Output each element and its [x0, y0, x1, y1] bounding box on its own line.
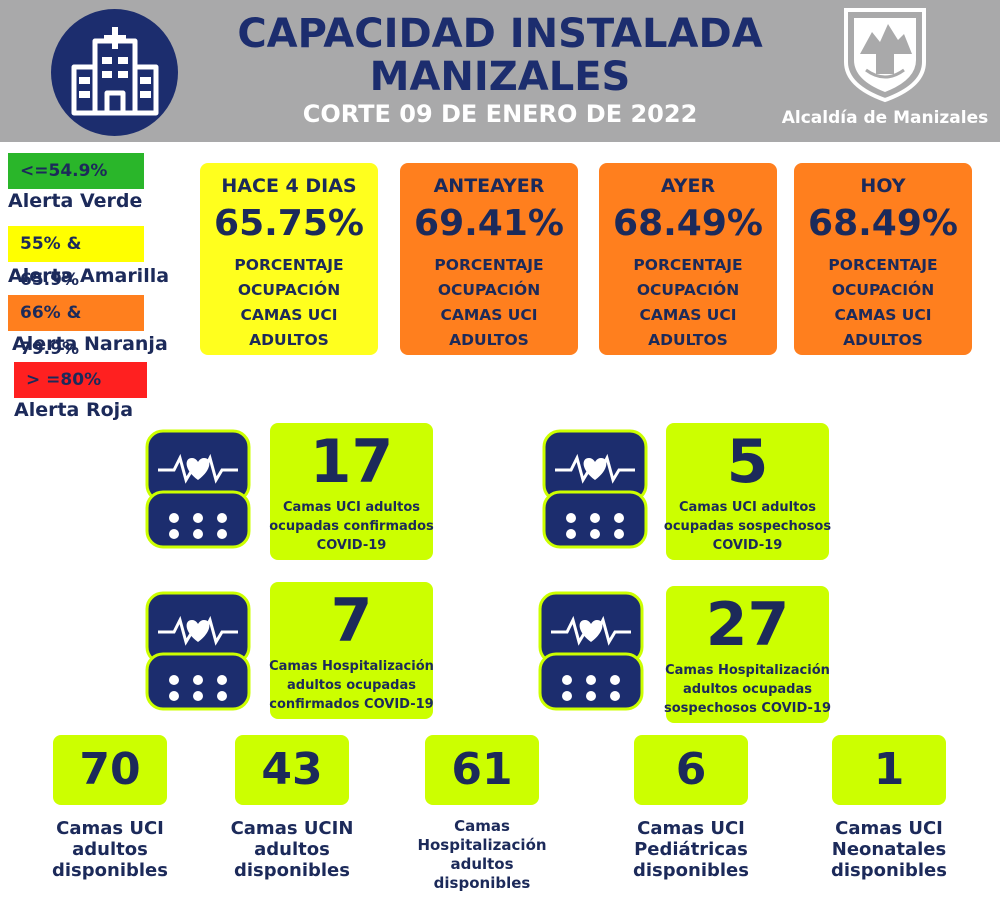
hospital-badge [51, 9, 178, 136]
card-percent: 69.41% [414, 203, 564, 244]
available-hosp-adults-label: Camas Hospitalización adultos disponibles [417, 817, 547, 892]
logo-caption: Alcaldía de Manizales [781, 108, 989, 128]
occupancy-card-day-before-yesterday: ANTEAYER 69.41% PORCENTAJE OCUPACIÓN CAMAS… [400, 163, 578, 355]
heart-monitor-icon [145, 429, 251, 549]
stat-description: Camas UCI adultos ocupadas sospechosos COV… [663, 500, 832, 553]
legend-label-yellow: Alerta Amarilla [8, 265, 170, 287]
heart-monitor-icon [145, 591, 251, 711]
hospital-building-icon [71, 27, 159, 116]
stat-hosp-suspected: 27 Camas Hospitalización adultos ocupadas… [664, 586, 831, 723]
stat-description: Camas Hospitalización adultos ocupadas sos… [663, 663, 831, 716]
card-percent: 65.75% [214, 203, 364, 244]
heart-monitor-icon [542, 429, 648, 549]
stat-value: 27 [705, 590, 790, 660]
available-hosp-adults-value: 61 [425, 735, 539, 805]
card-period: HOY [860, 175, 906, 197]
card-description: PORCENTAJE OCUPACIÓN CAMAS UCI ADULTOS [828, 256, 938, 349]
card-period: HACE 4 DIAS [221, 175, 357, 197]
heart-monitor-icon [538, 591, 644, 711]
card-percent: 68.49% [808, 203, 958, 244]
stat-value: 17 [309, 427, 394, 497]
card-description: PORCENTAJE OCUPACIÓN CAMAS UCI ADULTOS [633, 256, 743, 349]
stat-hosp-confirmed: 7 Camas Hospitalización adultos ocupadas c… [269, 582, 434, 719]
card-period: ANTEAYER [433, 175, 545, 197]
card-period: AYER [660, 175, 716, 197]
report-date: CORTE 09 DE ENERO DE 2022 [302, 100, 698, 128]
stat-value: 7 [330, 586, 373, 656]
card-percent: 68.49% [613, 203, 763, 244]
legend-label-orange: Alerta Naranja [12, 333, 168, 355]
page-title: CAPACIDAD INSTALADA [237, 11, 763, 57]
available-uci-adults-value: 70 [53, 735, 167, 805]
legend-label-red: Alerta Roja [14, 399, 134, 421]
legend-swatch-yellow: 55% & 65.9% [8, 226, 144, 290]
available-uci-pediatric-label: Camas UCI Pediátricas disponibles [633, 818, 749, 881]
available-uci-pediatric-value: 6 [634, 735, 748, 805]
legend-swatch-green: <=54.9% [8, 153, 144, 189]
page-title-city: MANIZALES [369, 54, 631, 100]
stat-description: Camas Hospitalización adultos ocupadas con… [269, 659, 434, 712]
stat-uci-confirmed: 17 Camas UCI adultos ocupadas confirmados… [269, 423, 434, 560]
available-uci-neonatal-label: Camas UCI Neonatales disponibles [831, 818, 947, 881]
header-banner: CAPACIDAD INSTALADA MANIZALES CORTE 09 D… [0, 0, 1000, 142]
stat-description: Camas UCI adultos ocupadas confirmados COV… [269, 500, 434, 553]
legend-swatch-red: > =80% [14, 362, 147, 398]
available-ucin-adults-label: Camas UCIN adultos disponibles [230, 818, 354, 881]
manizales-crest-logo [844, 8, 926, 103]
occupancy-card-today: HOY 68.49% PORCENTAJE OCUPACIÓN CAMAS UCI A… [794, 163, 972, 355]
stat-uci-suspected: 5 Camas UCI adultos ocupadas sospechosos C… [664, 423, 831, 560]
legend-label-green: Alerta Verde [8, 190, 143, 212]
card-description: PORCENTAJE OCUPACIÓN CAMAS UCI ADULTOS [234, 256, 344, 349]
available-uci-adults-label: Camas UCI adultos disponibles [52, 818, 168, 881]
stat-value: 5 [726, 427, 769, 497]
card-description: PORCENTAJE OCUPACIÓN CAMAS UCI ADULTOS [434, 256, 544, 349]
occupancy-card-yesterday: AYER 68.49% PORCENTAJE OCUPACIÓN CAMAS UCI… [599, 163, 777, 355]
legend-swatch-orange: 66% & 79.9% [8, 295, 144, 359]
available-ucin-adults-value: 43 [235, 735, 349, 805]
occupancy-card-4-days-ago: HACE 4 DIAS 65.75% PORCENTAJE OCUPACIÓN CA… [200, 163, 378, 355]
available-uci-neonatal-value: 1 [832, 735, 946, 805]
